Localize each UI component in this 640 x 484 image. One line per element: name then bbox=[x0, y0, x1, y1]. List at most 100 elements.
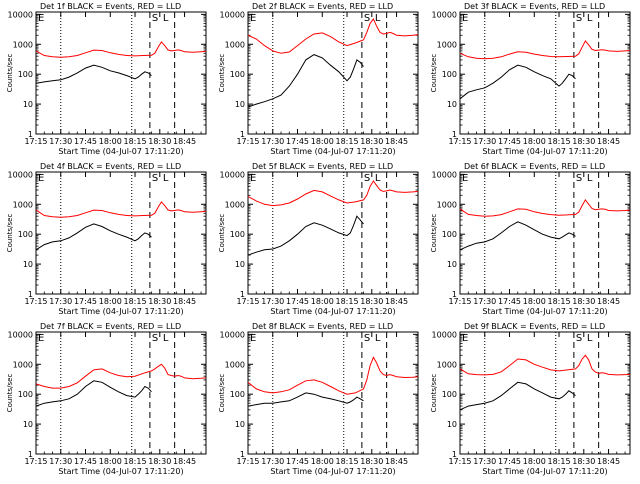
y-tick-label: 100 bbox=[18, 230, 33, 239]
y-tick-label: 100 bbox=[442, 390, 457, 399]
x-tick-label: 17:45 bbox=[498, 297, 521, 306]
events-series-line bbox=[35, 380, 152, 407]
marker-label-s: S bbox=[364, 173, 370, 184]
y-tick-label: 1000 bbox=[13, 40, 33, 49]
y-tick-label: 1 bbox=[452, 130, 457, 139]
y-axis-label: Counts/sec bbox=[218, 54, 226, 93]
y-tick-label: 100 bbox=[230, 70, 245, 79]
x-tick-label: 18:00 bbox=[523, 137, 546, 146]
x-axis-label: Start Time (04-Jul-07 17:11:20) bbox=[482, 467, 607, 476]
x-tick-label: 17:45 bbox=[498, 137, 521, 146]
lld-series-line bbox=[247, 18, 419, 54]
x-axis-label: Start Time (04-Jul-07 17:11:20) bbox=[58, 147, 183, 156]
marker-label-l: L bbox=[163, 333, 169, 344]
x-tick-label: 17:15 bbox=[24, 137, 47, 146]
x-axis-label: Start Time (04-Jul-07 17:11:20) bbox=[482, 307, 607, 316]
x-tick-label: 18:00 bbox=[99, 137, 122, 146]
y-axis-label: Counts/sec bbox=[430, 54, 438, 93]
x-tick-label: 18:45 bbox=[173, 457, 196, 466]
y-tick-label: 10000 bbox=[8, 170, 33, 179]
x-tick-label: 18:00 bbox=[311, 297, 334, 306]
plot-frame bbox=[459, 331, 631, 455]
y-tick-label: 10 bbox=[235, 260, 245, 269]
x-tick-label: 18:00 bbox=[523, 457, 546, 466]
y-tick-label: 10000 bbox=[8, 10, 33, 19]
x-tick-label: 17:15 bbox=[448, 297, 471, 306]
x-tick-label: 18:30 bbox=[572, 297, 595, 306]
y-tick-label: 10 bbox=[23, 420, 33, 429]
x-axis-label: Start Time (04-Jul-07 17:11:20) bbox=[270, 147, 395, 156]
x-tick-label: 17:45 bbox=[74, 457, 97, 466]
y-tick-label: 1 bbox=[240, 130, 245, 139]
panel-title: Det 6f BLACK = Events, RED = LLD bbox=[464, 162, 605, 171]
events-series-line bbox=[459, 64, 576, 100]
y-tick-label: 100 bbox=[18, 390, 33, 399]
x-axis-label: Start Time (04-Jul-07 17:11:20) bbox=[270, 467, 395, 476]
marker-label-l: L bbox=[587, 13, 593, 24]
x-tick-label: 17:30 bbox=[261, 457, 284, 466]
x-tick-label: 18:45 bbox=[385, 457, 408, 466]
x-tick-label: 18:45 bbox=[385, 137, 408, 146]
x-tick-label: 17:45 bbox=[286, 297, 309, 306]
x-tick-label: 18:30 bbox=[148, 297, 171, 306]
x-tick-label: 18:15 bbox=[335, 297, 358, 306]
y-tick-label: 10 bbox=[447, 420, 457, 429]
y-axis-label: Counts/sec bbox=[6, 374, 14, 413]
x-axis-label: Start Time (04-Jul-07 17:11:20) bbox=[58, 467, 183, 476]
y-tick-label: 10 bbox=[447, 100, 457, 109]
marker-label-l: L bbox=[375, 333, 381, 344]
x-tick-label: 18:30 bbox=[360, 457, 383, 466]
panel-4: Det 4f BLACK = Events, RED = LLD 1 10 100 10… bbox=[6, 162, 207, 316]
x-tick-label: 18:30 bbox=[360, 297, 383, 306]
events-series-line bbox=[247, 392, 364, 407]
y-tick-label: 10000 bbox=[8, 330, 33, 339]
y-tick-label: 1000 bbox=[225, 200, 245, 209]
events-series-line bbox=[459, 221, 576, 251]
y-tick-label: 10000 bbox=[220, 10, 245, 19]
panel-7: Det 7f BLACK = Events, RED = LLD 1 10 100 10… bbox=[6, 322, 207, 476]
y-tick-label: 10000 bbox=[220, 330, 245, 339]
x-tick-label: 17:30 bbox=[473, 457, 496, 466]
y-axis-label: Counts/sec bbox=[430, 374, 438, 413]
x-tick-label: 18:00 bbox=[311, 137, 334, 146]
marker-label-l: L bbox=[375, 173, 381, 184]
x-tick-label: 18:30 bbox=[148, 457, 171, 466]
marker-label-e: E bbox=[38, 13, 44, 24]
y-tick-label: 1 bbox=[240, 450, 245, 459]
panel-8: Det 8f BLACK = Events, RED = LLD 1 10 100 10… bbox=[218, 322, 419, 476]
y-tick-label: 1000 bbox=[225, 360, 245, 369]
y-tick-label: 1 bbox=[240, 290, 245, 299]
marker-label-s: S bbox=[576, 173, 582, 184]
panel-9: Det 9f BLACK = Events, RED = LLD 1 10 100 10… bbox=[430, 322, 631, 476]
x-tick-label: 18:15 bbox=[335, 457, 358, 466]
y-tick-label: 100 bbox=[18, 70, 33, 79]
marker-label-s: S bbox=[152, 333, 158, 344]
y-axis-label: Counts/sec bbox=[6, 54, 14, 93]
panel-1: Det 1f BLACK = Events, RED = LLD 1 10 100 10… bbox=[6, 2, 207, 156]
lld-series-line bbox=[35, 41, 207, 58]
y-axis-label: Counts/sec bbox=[218, 214, 226, 253]
x-tick-label: 17:30 bbox=[261, 137, 284, 146]
x-tick-label: 18:30 bbox=[572, 137, 595, 146]
marker-label-e: E bbox=[462, 333, 468, 344]
events-series-line bbox=[247, 215, 364, 256]
marker-label-e: E bbox=[38, 333, 44, 344]
y-tick-label: 10000 bbox=[220, 170, 245, 179]
lld-series-line bbox=[459, 354, 631, 376]
x-tick-label: 17:30 bbox=[473, 137, 496, 146]
y-tick-label: 1 bbox=[28, 290, 33, 299]
lld-series-line bbox=[459, 40, 631, 60]
y-tick-label: 1 bbox=[28, 450, 33, 459]
x-tick-label: 17:30 bbox=[49, 457, 72, 466]
marker-label-s: S bbox=[576, 13, 582, 24]
x-tick-label: 18:45 bbox=[173, 297, 196, 306]
panel-5: Det 5f BLACK = Events, RED = LLD 1 10 100 10… bbox=[218, 162, 419, 316]
x-tick-label: 18:00 bbox=[523, 297, 546, 306]
marker-label-e: E bbox=[462, 13, 468, 24]
marker-label-l: L bbox=[587, 173, 593, 184]
x-tick-label: 17:45 bbox=[498, 457, 521, 466]
x-tick-label: 17:15 bbox=[236, 457, 259, 466]
marker-label-e: E bbox=[38, 173, 44, 184]
y-tick-label: 1000 bbox=[437, 200, 457, 209]
